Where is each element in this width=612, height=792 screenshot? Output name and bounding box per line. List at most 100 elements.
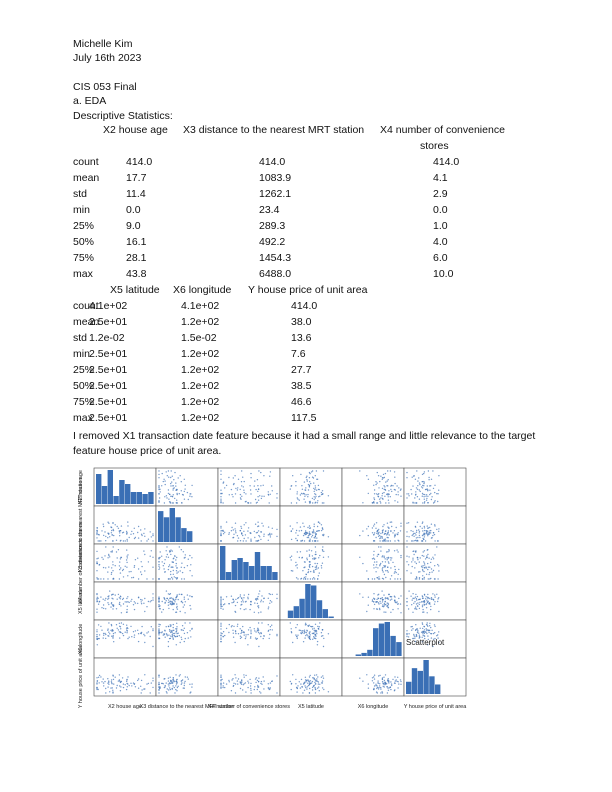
scatter-point <box>102 558 104 560</box>
scatter-point <box>250 632 252 635</box>
scatter-point <box>175 688 177 691</box>
scatter-point <box>310 550 313 552</box>
table-cell: 6488.0 <box>259 268 292 280</box>
scatter-point <box>175 562 177 565</box>
scatter-point <box>110 551 112 553</box>
scatter-point <box>314 635 316 637</box>
scatter-point <box>394 533 396 535</box>
scatter-point <box>243 634 245 636</box>
scatter-point <box>427 593 429 596</box>
scatter-point <box>249 485 251 487</box>
scatter-point <box>318 488 320 491</box>
scatter-point <box>147 600 150 603</box>
scatter-point <box>417 559 419 561</box>
scatter-point <box>191 575 193 577</box>
scatter-point <box>421 623 424 625</box>
scatter-point <box>133 634 136 636</box>
scatter-point <box>418 577 421 579</box>
scatter-point <box>225 484 228 487</box>
scatter-point <box>170 482 172 485</box>
scatter-point <box>249 608 251 611</box>
scatter-point <box>387 557 389 559</box>
scatter-point <box>118 679 121 681</box>
scatter-point <box>428 629 430 631</box>
scatter-point <box>253 688 255 691</box>
scatter-point <box>260 599 263 601</box>
scatter-point <box>398 683 400 685</box>
scatter-point <box>309 674 311 677</box>
scatter-point <box>307 679 309 681</box>
scatter-point <box>143 633 145 636</box>
scatter-point <box>373 498 376 501</box>
scatter-point <box>119 637 121 639</box>
scatter-point <box>109 691 111 693</box>
scatter-point <box>271 485 273 487</box>
scatter-point <box>372 501 375 503</box>
scatter-point <box>131 636 133 638</box>
scatter-point <box>306 686 308 688</box>
scatter-point <box>230 626 233 628</box>
scatter-point <box>393 536 396 538</box>
scatter-point <box>311 680 314 683</box>
scatter-point <box>117 549 120 551</box>
scatter-point <box>290 570 293 572</box>
scatter-point <box>397 603 399 605</box>
scatter-point <box>144 553 146 556</box>
scatter-point <box>390 596 393 598</box>
table-cell: 11.4 <box>126 188 146 200</box>
scatter-point <box>112 605 115 608</box>
scatter-point <box>101 556 103 559</box>
scatter-point <box>111 629 113 631</box>
scatter-point <box>228 679 230 682</box>
scatter-point <box>180 593 182 596</box>
scatter-point <box>416 578 418 580</box>
scatter-point <box>177 598 179 601</box>
scatter-point <box>257 680 260 683</box>
scatter-point <box>167 680 170 682</box>
scatter-point <box>170 635 172 637</box>
scatter-point <box>313 482 315 484</box>
scatter-point <box>305 576 307 578</box>
scatter-point <box>397 676 399 678</box>
scatter-point <box>421 604 424 606</box>
scatter-point <box>107 578 109 580</box>
row-label: 25% <box>73 364 95 376</box>
scatter-point <box>427 502 429 504</box>
scatter-point <box>171 635 174 637</box>
scatter-point <box>423 529 426 532</box>
scatter-point <box>307 526 309 529</box>
scatter-point <box>424 598 427 600</box>
table-cell: 1.0 <box>433 220 448 232</box>
scatter-point <box>416 521 419 523</box>
scatter-point <box>383 485 385 487</box>
scatter-point <box>428 531 430 534</box>
scatter-point <box>104 680 106 683</box>
table-cell: 2.5e+01 <box>89 316 128 328</box>
scatter-point <box>133 683 135 685</box>
scatter-point <box>163 502 166 504</box>
x-axis-label: X6 longitude <box>358 704 389 710</box>
scatter-point <box>306 679 308 682</box>
scatter-point <box>235 632 237 635</box>
scatter-point <box>316 640 319 643</box>
scatter-point <box>432 470 434 472</box>
scatter-point <box>383 679 386 682</box>
scatter-point <box>244 637 247 640</box>
scatter-point <box>389 686 391 688</box>
scatter-point <box>413 532 415 535</box>
scatter-point <box>371 578 374 580</box>
scatter-point <box>174 555 176 557</box>
scatter-point <box>422 551 424 553</box>
scatter-point <box>372 597 375 599</box>
scatter-point <box>303 481 306 483</box>
scatter-point <box>378 487 380 489</box>
histogram-bar <box>254 552 261 580</box>
scatter-point <box>387 679 389 682</box>
scatter-point <box>122 597 125 600</box>
scatter-point <box>119 690 122 692</box>
scatter-point <box>250 636 252 638</box>
scatter-point <box>128 636 130 638</box>
scatter-point <box>146 683 148 685</box>
scatter-point <box>258 677 260 679</box>
scatter-point <box>125 628 128 630</box>
